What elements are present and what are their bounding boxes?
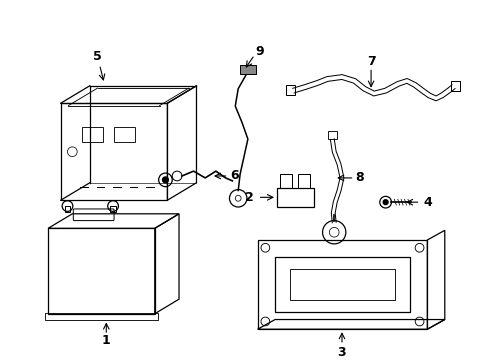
Bar [64, 206, 70, 212]
Bar [274, 257, 409, 312]
Text: 1: 1 [102, 334, 110, 347]
Text: 6: 6 [229, 170, 238, 183]
Bar [285, 85, 295, 95]
Text: 9: 9 [255, 45, 264, 58]
Bar [276, 188, 313, 207]
Text: 8: 8 [354, 171, 363, 184]
Bar [279, 174, 291, 188]
Circle shape [383, 200, 387, 204]
Bar [328, 131, 336, 139]
Text: 4: 4 [422, 196, 431, 209]
Text: 5: 5 [93, 50, 102, 63]
Bar [110, 206, 116, 212]
Circle shape [162, 177, 168, 183]
Bar [289, 269, 394, 300]
Bar [450, 81, 459, 91]
Text: 7: 7 [366, 55, 375, 68]
Text: 3: 3 [337, 346, 346, 359]
Bar [82, 127, 103, 142]
Text: 2: 2 [245, 191, 254, 204]
Bar [114, 127, 135, 142]
Bar [45, 313, 157, 320]
Bar [240, 66, 255, 74]
Bar [298, 174, 309, 188]
